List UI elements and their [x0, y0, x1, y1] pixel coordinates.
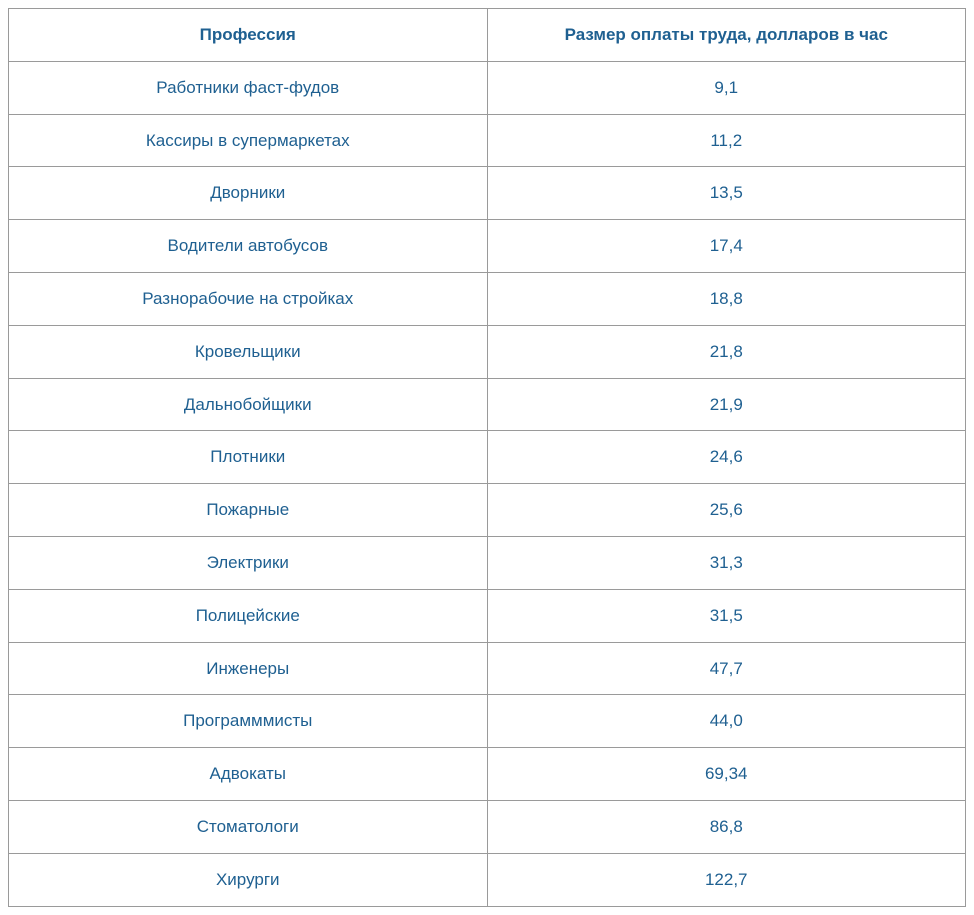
cell-profession: Электрики: [9, 536, 488, 589]
wage-table: Профессия Размер оплаты труда, долларов …: [8, 8, 966, 907]
cell-profession: Разнорабочие на стройках: [9, 272, 488, 325]
cell-profession: Пожарные: [9, 484, 488, 537]
cell-wage: 17,4: [487, 220, 966, 273]
cell-profession: Дальнобойщики: [9, 378, 488, 431]
cell-wage: 47,7: [487, 642, 966, 695]
table-row: Пожарные 25,6: [9, 484, 966, 537]
column-header-profession: Профессия: [9, 9, 488, 62]
table-row: Водители автобусов 17,4: [9, 220, 966, 273]
cell-wage: 25,6: [487, 484, 966, 537]
table-row: Хирурги 122,7: [9, 853, 966, 906]
table-row: Разнорабочие на стройках 18,8: [9, 272, 966, 325]
table-row: Адвокаты 69,34: [9, 748, 966, 801]
column-header-wage: Размер оплаты труда, долларов в час: [487, 9, 966, 62]
cell-profession: Программмисты: [9, 695, 488, 748]
cell-wage: 18,8: [487, 272, 966, 325]
cell-profession: Адвокаты: [9, 748, 488, 801]
cell-wage: 21,9: [487, 378, 966, 431]
table-row: Инженеры 47,7: [9, 642, 966, 695]
cell-profession: Дворники: [9, 167, 488, 220]
cell-profession: Водители автобусов: [9, 220, 488, 273]
cell-wage: 11,2: [487, 114, 966, 167]
table-row: Дальнобойщики 21,9: [9, 378, 966, 431]
cell-wage: 69,34: [487, 748, 966, 801]
cell-wage: 9,1: [487, 61, 966, 114]
cell-wage: 44,0: [487, 695, 966, 748]
cell-profession: Стоматологи: [9, 800, 488, 853]
cell-profession: Инженеры: [9, 642, 488, 695]
table-row: Плотники 24,6: [9, 431, 966, 484]
table-row: Стоматологи 86,8: [9, 800, 966, 853]
cell-wage: 13,5: [487, 167, 966, 220]
cell-wage: 122,7: [487, 853, 966, 906]
cell-wage: 24,6: [487, 431, 966, 484]
table-row: Кассиры в супермаркетах 11,2: [9, 114, 966, 167]
cell-profession: Плотники: [9, 431, 488, 484]
table-row: Работники фаст-фудов 9,1: [9, 61, 966, 114]
cell-profession: Работники фаст-фудов: [9, 61, 488, 114]
cell-wage: 21,8: [487, 325, 966, 378]
table-header-row: Профессия Размер оплаты труда, долларов …: [9, 9, 966, 62]
cell-wage: 31,5: [487, 589, 966, 642]
table-row: Электрики 31,3: [9, 536, 966, 589]
table-row: Программмисты 44,0: [9, 695, 966, 748]
table-row: Кровельщики 21,8: [9, 325, 966, 378]
table-row: Дворники 13,5: [9, 167, 966, 220]
cell-profession: Хирурги: [9, 853, 488, 906]
cell-wage: 86,8: [487, 800, 966, 853]
table-row: Полицейские 31,5: [9, 589, 966, 642]
cell-profession: Кровельщики: [9, 325, 488, 378]
cell-profession: Полицейские: [9, 589, 488, 642]
cell-wage: 31,3: [487, 536, 966, 589]
cell-profession: Кассиры в супермаркетах: [9, 114, 488, 167]
